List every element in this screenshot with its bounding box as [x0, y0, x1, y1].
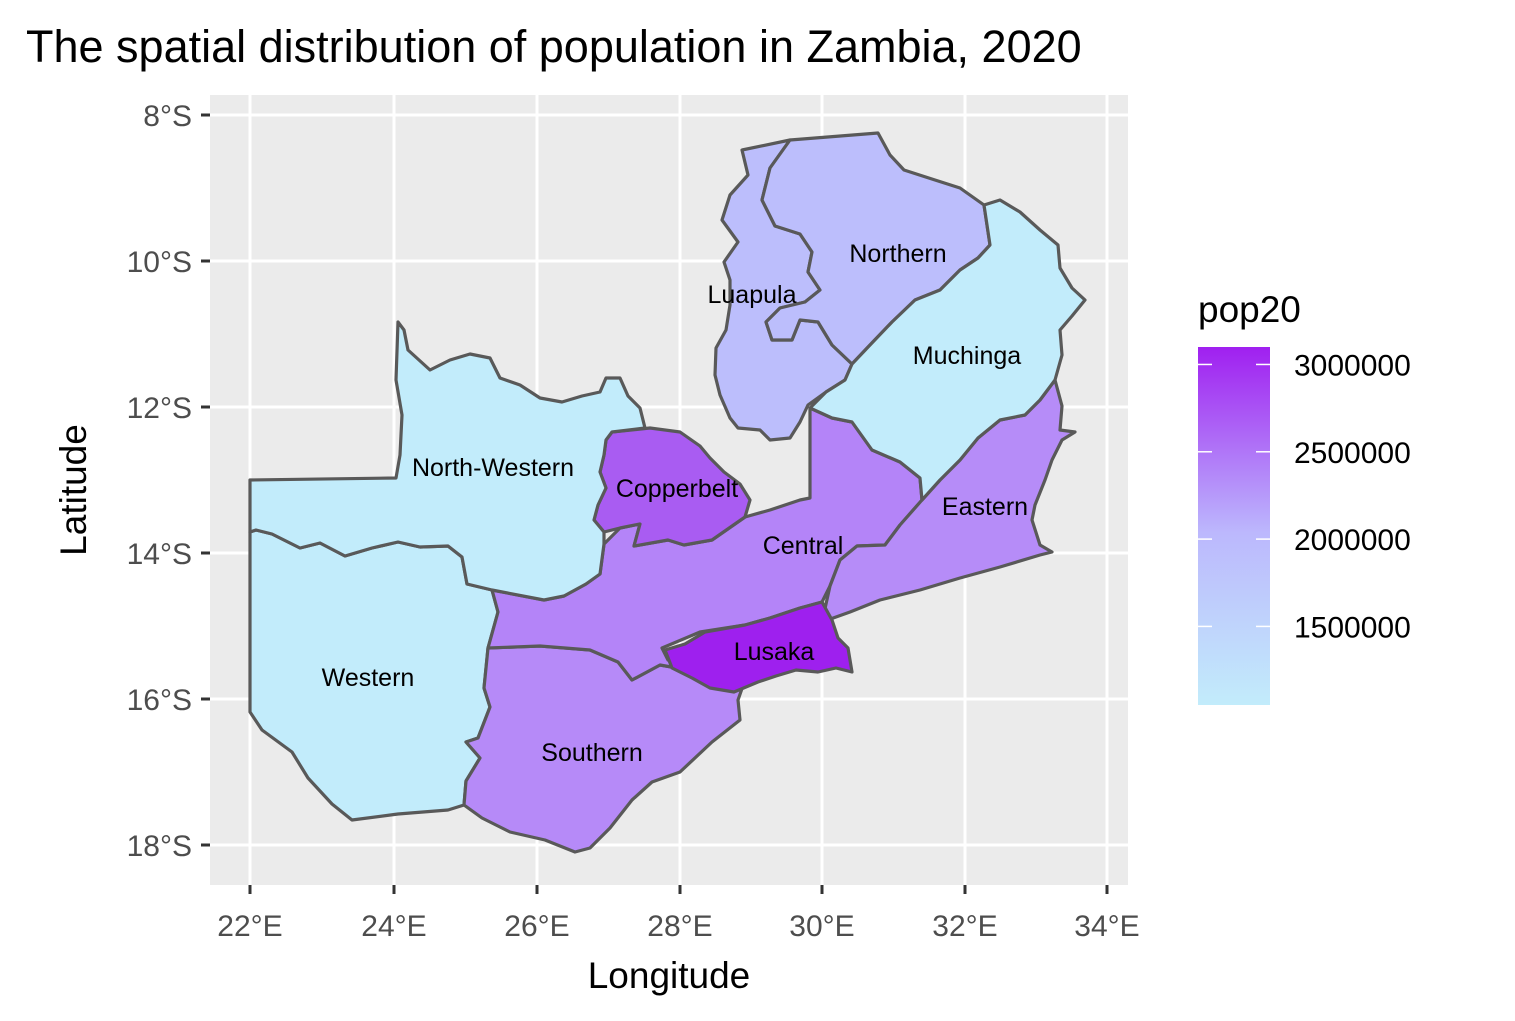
- region-label-northern: Northern: [849, 240, 946, 268]
- legend-label: 2500000: [1294, 437, 1411, 470]
- province-labels: Northern Luapula Muchinga North-Western …: [322, 240, 1028, 767]
- map-title: The spatial distribution of population i…: [26, 21, 1082, 72]
- region-label-lusaka: Lusaka: [734, 638, 815, 666]
- region-label-muchinga: Muchinga: [913, 342, 1021, 370]
- x-axis: 22°E 24°E 26°E 28°E 30°E 32°E 34°E Longi…: [217, 885, 1140, 996]
- region-northern: [760, 131, 992, 366]
- region-label-western: Western: [322, 664, 415, 692]
- province-shapes: [248, 131, 1087, 854]
- legend-label: 3000000: [1294, 349, 1411, 382]
- region-lusaka: [663, 600, 854, 694]
- region-label-central: Central: [763, 532, 844, 560]
- legend-label: 1500000: [1294, 611, 1411, 644]
- x-tick-label-24e: 24°E: [361, 910, 426, 943]
- legend-colorbar: [1198, 347, 1270, 705]
- legend-ticks: 3000000 2500000 2000000 1500000: [1198, 349, 1411, 644]
- legend-label: 2000000: [1294, 524, 1411, 557]
- region-label-copperbelt: Copperbelt: [616, 475, 738, 503]
- region-north-western: [248, 320, 647, 602]
- region-label-luapula: Luapula: [708, 281, 797, 309]
- x-tick-label-22e: 22°E: [217, 910, 282, 943]
- x-tick-label-30e: 30°E: [789, 910, 854, 943]
- x-tick-label-34e: 34°E: [1074, 910, 1139, 943]
- x-tick-label-26e: 26°E: [504, 910, 569, 943]
- y-axis-title: Latitude: [53, 424, 94, 556]
- y-tick-label-14s: 14°S: [127, 538, 192, 571]
- y-tick-label-18s: 18°S: [127, 830, 192, 863]
- y-tick-label-16s: 16°S: [127, 684, 192, 717]
- y-tick-label-8s: 8°S: [143, 100, 192, 133]
- region-label-eastern: Eastern: [942, 493, 1028, 521]
- region-label-southern: Southern: [541, 739, 642, 767]
- y-axis: 8°S 10°S 12°S 14°S 16°S 18°S Latitude: [53, 100, 210, 863]
- legend: pop20 3000000 2500000 2000000 1500000: [1198, 289, 1411, 705]
- legend-title: pop20: [1198, 289, 1301, 330]
- x-tick-label-32e: 32°E: [932, 910, 997, 943]
- region-label-north-western: North-Western: [412, 454, 574, 482]
- y-tick-label-12s: 12°S: [127, 392, 192, 425]
- region-muchinga: [808, 198, 1087, 502]
- x-tick-label-28e: 28°E: [647, 910, 712, 943]
- y-tick-label-10s: 10°S: [127, 246, 192, 279]
- x-axis-title: Longitude: [588, 955, 751, 996]
